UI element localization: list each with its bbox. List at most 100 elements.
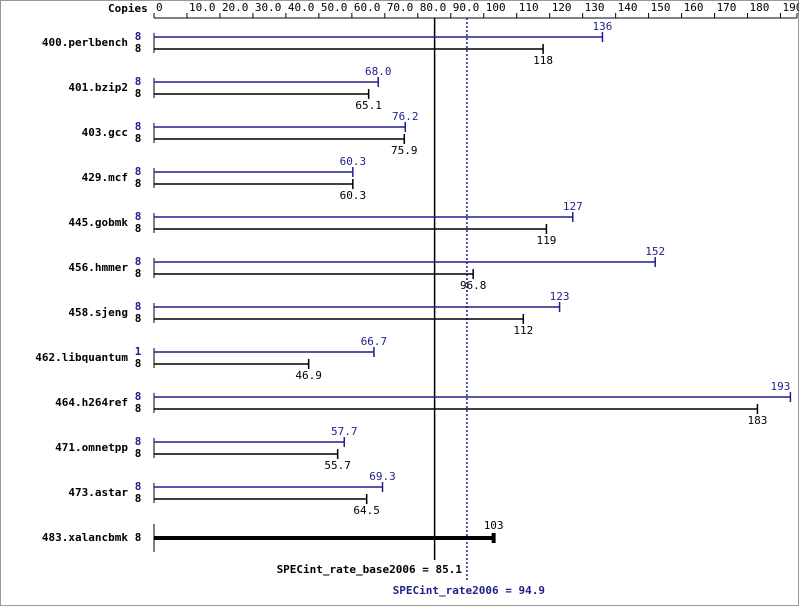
value-label: 64.5 [353, 504, 380, 517]
bar [154, 314, 525, 324]
value-label: 119 [536, 234, 556, 247]
bar [154, 302, 561, 312]
x-tick-label: 100 [486, 1, 506, 14]
reference-label: SPECint_rate2006 = 94.9 [393, 584, 545, 597]
x-tick-label: 10.0 [189, 1, 216, 14]
x-tick-label: 0 [156, 1, 163, 14]
benchmark-name: 400.perlbench [42, 36, 128, 49]
value-label: 69.3 [369, 470, 396, 483]
bar [154, 32, 604, 42]
bar [154, 44, 544, 54]
x-tick-label: 120 [552, 1, 572, 14]
benchmark-name: 429.mcf [82, 171, 128, 184]
copies: 8 [135, 435, 142, 448]
bar [154, 482, 384, 492]
copies: 8 [135, 120, 142, 133]
copies: 8 [135, 531, 142, 544]
bar [154, 224, 548, 234]
value-label: 76.2 [392, 110, 419, 123]
bar [154, 347, 375, 357]
copies-header: Copies [108, 2, 148, 15]
value-label: 60.3 [340, 155, 367, 168]
copies: 8 [135, 267, 142, 280]
x-tick-label: 40.0 [288, 1, 315, 14]
x-tick-label: 70.0 [387, 1, 414, 14]
copies: 8 [135, 357, 142, 370]
copies: 8 [135, 30, 142, 43]
x-tick-label: 110 [519, 1, 539, 14]
copies: 8 [135, 87, 142, 100]
copies: 8 [135, 222, 142, 235]
benchmark-name: 445.gobmk [68, 216, 128, 229]
copies: 8 [135, 42, 142, 55]
x-tick-label: 50.0 [321, 1, 348, 14]
bar [154, 449, 339, 459]
value-label: 112 [513, 324, 533, 337]
x-tick-label: 160 [684, 1, 704, 14]
x-tick-label: 60.0 [354, 1, 381, 14]
bar [154, 494, 368, 504]
bar [154, 122, 407, 132]
value-label: 193 [771, 380, 791, 393]
copies: 8 [135, 300, 142, 313]
copies: 8 [135, 165, 142, 178]
x-tick-label: 140 [618, 1, 638, 14]
x-tick-label: 170 [717, 1, 737, 14]
bar [154, 134, 406, 144]
copies: 8 [135, 402, 142, 415]
value-label: 136 [593, 20, 613, 33]
x-tick-label: 20.0 [222, 1, 249, 14]
bar [154, 404, 759, 414]
copies: 8 [135, 447, 142, 460]
value-label: 183 [747, 414, 767, 427]
value-label: 65.1 [355, 99, 382, 112]
x-tick-label: 190 [783, 1, 799, 14]
benchmark-name: 473.astar [68, 486, 128, 499]
x-tick-label: 180 [750, 1, 770, 14]
copies: 8 [135, 480, 142, 493]
x-tick-label: 80.0 [420, 1, 447, 14]
benchmark-name: 462.libquantum [35, 351, 128, 364]
copies: 8 [135, 210, 142, 223]
copies: 8 [135, 75, 142, 88]
x-tick-label: 130 [585, 1, 605, 14]
reference-label: SPECint_rate_base2006 = 85.1 [277, 563, 463, 576]
value-label: 103 [484, 519, 504, 532]
copies: 8 [135, 177, 142, 190]
benchmark-name: 458.sjeng [68, 306, 128, 319]
copies: 8 [135, 492, 142, 505]
x-tick-label: 90.0 [453, 1, 480, 14]
benchmark-name: 471.omnetpp [55, 441, 128, 454]
benchmark-name: 464.h264ref [55, 396, 128, 409]
copies: 8 [135, 312, 142, 325]
value-label: 96.8 [460, 279, 487, 292]
benchmark-name: 483.xalancbmk [42, 531, 128, 544]
value-label: 66.7 [361, 335, 388, 348]
bar [154, 77, 379, 87]
benchmark-name: 456.hmmer [68, 261, 128, 274]
copies: 8 [135, 390, 142, 403]
bar [154, 167, 354, 177]
value-label: 46.9 [295, 369, 322, 382]
bar [154, 437, 346, 447]
bar [154, 212, 574, 222]
value-label: 118 [533, 54, 553, 67]
value-label: 57.7 [331, 425, 358, 438]
bar [154, 533, 496, 543]
bar [154, 179, 354, 189]
bar [154, 89, 370, 99]
value-label: 127 [563, 200, 583, 213]
copies: 8 [135, 132, 142, 145]
value-label: 55.7 [324, 459, 351, 472]
bar [154, 257, 656, 267]
value-label: 60.3 [340, 189, 367, 202]
x-tick-label: 150 [651, 1, 671, 14]
bar [154, 359, 310, 369]
value-label: 75.9 [391, 144, 418, 157]
value-label: 152 [645, 245, 665, 258]
copies: 1 [135, 345, 142, 358]
benchmark-name: 401.bzip2 [68, 81, 128, 94]
bar [154, 392, 792, 402]
